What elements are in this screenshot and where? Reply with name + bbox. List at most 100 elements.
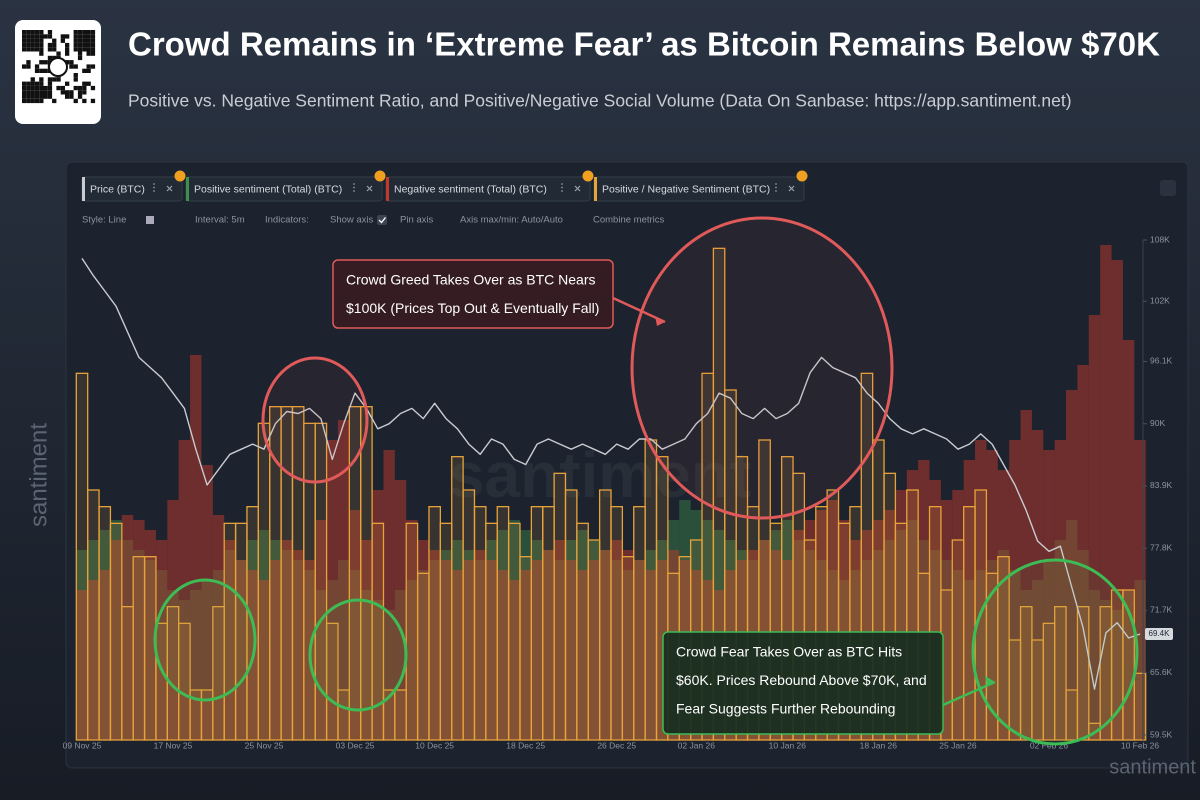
qr-cell xyxy=(69,94,74,99)
qr-cell xyxy=(86,64,91,69)
qr-cell xyxy=(52,42,57,48)
x-tick-label: 17 Nov 25 xyxy=(154,740,193,750)
negative-volume-bar xyxy=(497,570,509,740)
negative-volume-bar xyxy=(918,460,930,740)
qr-cell xyxy=(43,90,48,95)
negative-volume-bar xyxy=(1088,315,1101,740)
sentiment-ratio-bar xyxy=(1054,606,1067,741)
qr-cell xyxy=(90,98,96,104)
qr-cell xyxy=(47,42,53,48)
metric-tab-color xyxy=(82,177,85,201)
qr-cell xyxy=(65,60,70,65)
qr-cell xyxy=(86,47,91,52)
qr-cell xyxy=(39,85,44,91)
annotation-box xyxy=(332,259,614,329)
qr-cell xyxy=(73,38,78,43)
sentiment-ratio-bar xyxy=(405,522,419,741)
qr-cell xyxy=(22,98,27,104)
legend-label: Price (BTC) xyxy=(90,183,145,195)
qr-cell xyxy=(47,55,53,61)
toolbar-item[interactable]: Pin axis xyxy=(400,215,434,226)
qr-cell xyxy=(73,73,78,78)
toolbar-item[interactable]: Show axis xyxy=(330,215,374,226)
qr-cell xyxy=(56,51,61,56)
panel-menu[interactable] xyxy=(1160,180,1176,196)
qr-cell xyxy=(56,85,61,91)
qr-cell xyxy=(90,42,96,48)
qr-cell xyxy=(77,51,83,56)
negative-volume-bar xyxy=(895,490,907,740)
qr-cell xyxy=(65,47,70,52)
qr-cell xyxy=(77,30,83,35)
tab-close[interactable] xyxy=(166,185,173,192)
qr-cell xyxy=(86,34,91,39)
qr-cell xyxy=(52,38,57,43)
qr-cell xyxy=(82,30,87,35)
negative-volume-bar xyxy=(906,470,919,740)
negative-volume-bar xyxy=(428,550,441,740)
qr-cell xyxy=(30,81,35,86)
qr-cell xyxy=(34,90,40,95)
qr-cell xyxy=(22,85,27,91)
annotation-text: Crowd Greed Takes Over as BTC Nears xyxy=(346,272,596,288)
negative-volume-bar xyxy=(451,570,464,740)
arrow-head xyxy=(655,316,665,326)
subtitle: Positive vs. Negative Sentiment Ratio, a… xyxy=(128,91,1072,111)
qr-cell xyxy=(26,34,31,39)
qr-cell xyxy=(77,38,83,43)
x-tick-label: 26 Dec 25 xyxy=(597,740,636,750)
qr-cell xyxy=(39,30,44,35)
qr-cell xyxy=(69,64,74,69)
sentiment-ratio-bar xyxy=(439,522,453,741)
qr-cell xyxy=(90,34,96,39)
qr-cell xyxy=(65,90,70,95)
toolbar-item[interactable]: Indicators: xyxy=(265,215,309,226)
bitcoin-badge xyxy=(582,170,594,182)
qr-cell xyxy=(39,77,44,82)
negative-volume-bar xyxy=(952,490,964,740)
negative-volume-bar xyxy=(1122,340,1135,740)
qr-cell xyxy=(26,60,31,65)
negative-volume-bar xyxy=(1111,260,1123,740)
sentiment-ratio-bar xyxy=(610,506,624,741)
sentiment-ratio-bar xyxy=(530,506,544,741)
negative-volume-bar xyxy=(76,590,88,740)
qr-cell xyxy=(22,30,27,35)
sentiment-ratio-bar xyxy=(132,556,146,741)
tab-close[interactable] xyxy=(574,185,581,192)
qr-cell xyxy=(82,85,87,91)
negative-volume-bar xyxy=(383,450,395,740)
sentiment-ratio-bar xyxy=(1122,589,1135,741)
watermark-left: santiment xyxy=(25,423,52,527)
negative-volume-bar xyxy=(463,560,475,740)
toolbar-item[interactable]: Axis max/min: Auto/Auto xyxy=(460,215,563,226)
toolbar-item[interactable]: Combine metrics xyxy=(593,215,665,226)
qr-cell xyxy=(30,34,35,39)
negative-volume-bar xyxy=(1031,430,1044,740)
negative-volume-bar xyxy=(406,520,418,740)
qr-cell xyxy=(47,47,53,52)
negative-volume-bar xyxy=(838,520,850,740)
qr-cell xyxy=(77,55,83,61)
qr-cell xyxy=(47,90,53,95)
qr-cell xyxy=(90,30,96,35)
negative-volume-bar xyxy=(178,440,191,740)
tab-close[interactable] xyxy=(788,185,795,192)
sentiment-ratio-bar xyxy=(257,422,271,741)
qr-cell xyxy=(73,85,78,91)
tab-menu-dot xyxy=(561,186,563,189)
qr-cell xyxy=(34,34,40,39)
qr-cell xyxy=(77,47,83,52)
qr-cell xyxy=(34,47,40,52)
check-mark xyxy=(378,217,387,224)
negative-volume-bar xyxy=(622,550,634,740)
toolbar-item[interactable]: Style: Line xyxy=(82,215,126,226)
negative-volume-bar xyxy=(1020,410,1032,740)
tab-close[interactable] xyxy=(366,185,373,192)
negative-volume-bar xyxy=(133,520,145,740)
qr-cell xyxy=(73,77,78,82)
sentiment-ratio-bar xyxy=(462,489,476,741)
toolbar-item[interactable]: Interval: 5m xyxy=(195,215,245,226)
qr-cell xyxy=(82,42,87,48)
